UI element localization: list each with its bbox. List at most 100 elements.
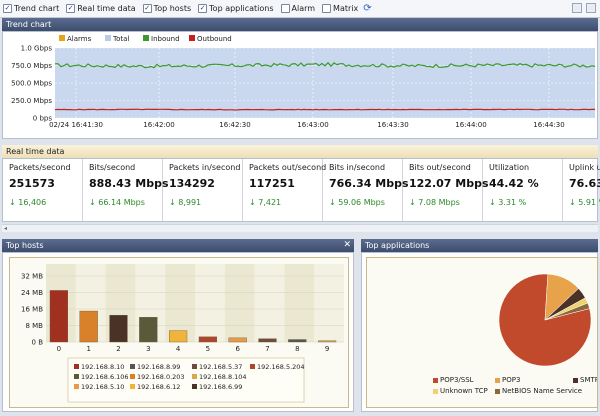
legend-app-label: NetBIOS Name Service (502, 387, 583, 395)
legend-app-label: POP3 (502, 376, 521, 384)
metric-delta: ↓ 5.91 % (569, 198, 600, 207)
metric-cell: Bits out/second 122.07 Mbps ↓ 7.08 Mbps (403, 159, 489, 221)
legend-swatch (192, 374, 197, 379)
metric-value: 122.07 Mbps (409, 177, 489, 190)
legend-swatch (130, 384, 135, 389)
y-tick-label: 0 B (32, 339, 44, 347)
x-tick-label: 16:43:30 (377, 121, 408, 129)
metric-delta: ↓ 8,991 (169, 198, 202, 207)
panel-title: Trend chart (6, 20, 52, 29)
metric-value: 117251 (249, 177, 295, 190)
outbound-series-line (54, 108, 595, 111)
pie-slice[interactable] (544, 302, 590, 321)
column-band (165, 264, 195, 342)
legend-swatch (59, 35, 65, 41)
host-bar[interactable] (168, 330, 188, 343)
host-bar[interactable] (109, 314, 128, 343)
metric-delta: ↓ 7,421 (249, 198, 282, 207)
metric-label: Bits in/second (329, 163, 386, 172)
host-bar[interactable] (318, 340, 337, 343)
legend-host-label: 192.168.8.104 (199, 373, 247, 381)
checkbox-top-applications[interactable]: ✓ (198, 4, 208, 13)
host-bar[interactable] (258, 338, 277, 343)
maximize-icon[interactable] (586, 3, 596, 13)
x-tick-label: 9 (325, 345, 329, 353)
legend-host-label: 192.168.5.10 (81, 383, 124, 391)
metric-label: Utilization (489, 163, 530, 172)
x-tick-label: 16:42:30 (219, 121, 250, 129)
host-bar[interactable] (228, 337, 247, 343)
toggle-matrix[interactable]: Matrix (322, 4, 358, 13)
checkbox-matrix[interactable] (322, 4, 332, 13)
legend-host-label: 192.168.8.99 (137, 363, 180, 371)
legend-app-label: SMTP/ (580, 376, 597, 384)
legend-swatch (143, 35, 149, 41)
close-icon[interactable]: ✕ (343, 240, 351, 250)
top-applications-panel: POP3/SSL POP3 SMTP/Unknown TCP NetBIOS Name… (361, 252, 598, 412)
panel-title: Top applications (365, 241, 430, 250)
x-tick-label: 5 (206, 345, 210, 353)
panel-title: Top hosts (6, 241, 44, 250)
toggle-label: Top applications (209, 4, 274, 13)
app-legend-item: NetBIOS Name Service (495, 387, 582, 395)
legend-label: Alarms (67, 35, 92, 43)
x-tick-label: 1 (86, 345, 90, 353)
legend-swatch (573, 377, 578, 383)
inbound-series-line (54, 61, 596, 69)
metric-label: Packets/second (9, 163, 71, 172)
app-legend-item: Unknown TCP (433, 387, 488, 395)
metric-cell: Bits/second 888.43 Mbps ↓ 66.14 Mbps (83, 159, 169, 221)
y-tick-label: 500.0 Mbps (11, 80, 52, 88)
metric-delta: ↓ 7.08 Mbps (409, 198, 460, 207)
checkbox-top-hosts[interactable]: ✓ (142, 4, 152, 13)
top-applications-pie (498, 273, 592, 367)
checkbox-trend-chart[interactable]: ✓ (3, 4, 12, 13)
metric-label: Packets out/second (249, 163, 327, 172)
panel-title: Real time data (6, 147, 65, 156)
toggle-real-time-data[interactable]: ✓ Real time data (66, 4, 136, 13)
legend-host-label: 192.168.6.99 (199, 383, 242, 391)
checkbox-alarm[interactable] (280, 4, 290, 13)
legend-swatch (130, 364, 135, 369)
x-tick-label: 7 (265, 345, 269, 353)
legend-app-label: Unknown TCP (440, 387, 488, 395)
x-tick-label: 8 (295, 345, 299, 353)
legend-app-label: POP3/SSL (440, 376, 474, 384)
host-bar[interactable] (288, 339, 307, 343)
toggle-trend-chart[interactable]: ✓ Trend chart (3, 4, 59, 13)
metric-cell: Bits in/second 766.34 Mbps ↓ 59.06 Mbps (323, 159, 409, 221)
x-tick-label: 02/24 16:41:30 (49, 121, 103, 129)
toggle-alarm[interactable]: Alarm (280, 4, 315, 13)
legend-swatch (433, 377, 438, 383)
toggle-label: Matrix (333, 4, 359, 13)
metric-cell: Uplink utiliz 76.63 % ↓ 5.91 % (563, 159, 600, 221)
refresh-icon[interactable]: ⟳ (363, 3, 372, 14)
host-bar[interactable] (139, 317, 158, 343)
realtime-panel: Packets/second 251573 ↓ 16,406 Bits/second 8… (2, 158, 600, 222)
y-tick-label: 750.0 Mbps (11, 62, 52, 70)
legend-swatch (130, 374, 135, 379)
y-tick-label: 0 bps (33, 115, 53, 123)
legend-host-label: 192.168.5.204 (257, 363, 305, 371)
host-bar[interactable] (79, 310, 98, 343)
legend-label: Outbound (197, 35, 232, 43)
metric-value: 888.43 Mbps (89, 177, 169, 190)
y-tick-label: 8 MB (25, 322, 43, 330)
toggle-top-applications[interactable]: ✓ Top applications (198, 4, 274, 13)
host-bar[interactable] (49, 290, 68, 343)
checkbox-real-time-data[interactable]: ✓ (66, 4, 76, 13)
realtime-scrollbar[interactable]: ◂ (2, 224, 598, 232)
column-band (314, 264, 344, 342)
toggle-top-hosts[interactable]: ✓ Top hosts (142, 4, 191, 13)
legend-swatch (189, 35, 195, 41)
metric-label: Uplink utiliz (569, 163, 600, 172)
top-hosts-chart: 32 MB 24 MB 16 MB 8 MB 0 B 0 1 2 3 4 5 6 7 8 9 192.168.… (21, 264, 344, 403)
metric-cell: Packets/second 251573 ↓ 16,406 (3, 159, 83, 221)
x-tick-label: 16:44:00 (455, 121, 486, 129)
legend-host-label: 192.168.8.10 (81, 363, 124, 371)
legend-host-label: 192.168.6.12 (137, 383, 180, 391)
host-bar[interactable] (198, 336, 217, 343)
metric-value: 134292 (169, 177, 215, 190)
restore-icon[interactable] (572, 3, 582, 13)
metric-cell: Utilization 44.42 % ↓ 3.31 % (483, 159, 563, 221)
